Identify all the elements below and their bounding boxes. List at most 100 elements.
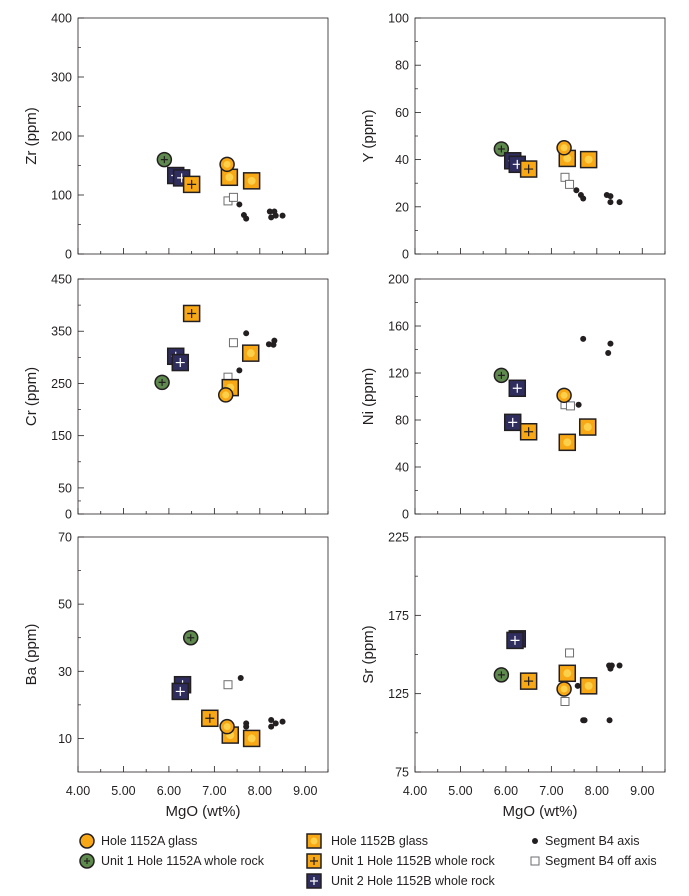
y-tick-label: 250 — [51, 377, 72, 391]
point-hole-1152b-glass-inner — [584, 681, 593, 690]
legend-item-unit2-1152b-whole-rock: Unit 2 Hole 1152B whole rock — [306, 873, 495, 889]
y-tick-label: 0 — [402, 508, 409, 522]
y-tick-label: 175 — [388, 609, 409, 623]
point-segment-b4-axis — [268, 716, 275, 723]
legend-label: Unit 1 Hole 1152A whole rock — [101, 854, 265, 868]
x-tick-label: 4.00 — [403, 784, 427, 798]
y-tick-label: 150 — [51, 429, 72, 443]
y-tick-label: 200 — [388, 273, 409, 287]
y-tick-label: 70 — [58, 531, 72, 545]
x-tick-label: 9.00 — [293, 784, 317, 798]
point-hole-1152b-glass-inner — [583, 423, 592, 432]
point-hole-1152a-glass-inner — [560, 685, 568, 693]
point-segment-b4-axis — [606, 717, 613, 724]
point-segment-b4-axis — [265, 341, 272, 348]
y-axis-label: Zr (ppm) — [23, 107, 40, 165]
x-tick-label: 7.00 — [202, 784, 226, 798]
x-tick-label: 4.00 — [66, 784, 90, 798]
point-segment-b4-axis — [573, 187, 580, 194]
chart-panel-ni: 0 40 80 120 160 200 Ni (ppm) — [360, 273, 666, 522]
y-tick-label: 80 — [395, 414, 409, 428]
point-segment-b4-axis — [574, 682, 581, 689]
point-segment-b4-off-axis — [560, 172, 570, 182]
legend-marker-hole-1152a-glass — [79, 833, 95, 849]
y-tick-label: 120 — [388, 367, 409, 381]
legend-marker-segment-b4-axis — [532, 838, 538, 844]
y-tick-label: 200 — [51, 130, 72, 144]
point-segment-b4-axis — [580, 335, 587, 342]
legend-label: Hole 1152A glass — [101, 834, 197, 848]
point-plus — [497, 671, 505, 679]
x-tick-label: 8.00 — [585, 784, 609, 798]
x-axis-label: MgO (wt%) — [503, 803, 578, 820]
point-segment-b4-axis — [237, 675, 244, 681]
y-tick-label: 30 — [58, 665, 72, 679]
point-segment-b4-axis — [268, 723, 275, 730]
legend-marker-inner — [310, 837, 318, 845]
y-tick-label: 40 — [395, 461, 409, 475]
point-plus — [158, 378, 166, 386]
x-tick-label: 9.00 — [630, 784, 654, 798]
y-tick-label: 400 — [51, 12, 72, 26]
point-segment-b4-off-axis — [223, 680, 233, 690]
point-hole-1152a-glass-inner — [223, 723, 231, 731]
y-tick-label: 450 — [51, 273, 72, 287]
y-axis-label: Cr (ppm) — [23, 367, 40, 426]
point-plus — [512, 383, 522, 393]
point-segment-b4-axis — [580, 195, 587, 202]
point-hole-1152b-glass-inner — [563, 438, 572, 447]
point-segment-b4-axis — [605, 350, 612, 357]
y-tick-label: 50 — [58, 481, 72, 495]
legend-label: Unit 2 Hole 1152B whole rock — [331, 874, 495, 888]
point-segment-b4-axis — [272, 720, 279, 727]
point-segment-b4-axis — [607, 665, 614, 672]
legend-item-unit1-1152a-whole-rock: Unit 1 Hole 1152A whole rock — [79, 853, 265, 869]
point-hole-1152a-glass-inner — [223, 160, 231, 168]
point-hole-1152b-glass-inner — [563, 154, 572, 163]
legend-item-hole-1152b-glass: Hole 1152B glass — [306, 833, 428, 849]
point-plus — [160, 156, 168, 164]
point-hole-1152a-glass-inner — [222, 391, 230, 399]
plot-frame — [414, 536, 666, 773]
point-plus — [497, 145, 505, 153]
point-segment-b4-axis — [236, 201, 243, 208]
point-segment-b4-axis — [279, 212, 286, 219]
y-tick-label: 100 — [388, 12, 409, 26]
point-hole-1152b-glass-inner — [246, 349, 255, 358]
chart-panel-zr: 0 100 200 300 400 Zr (ppm) — [23, 12, 329, 262]
legend-marker-plus — [310, 877, 318, 885]
plot-frame — [77, 278, 329, 515]
chart-panel-cr: 0 50 150 250 350 450 Cr (ppm) — [23, 273, 329, 522]
plot-frame — [77, 17, 329, 255]
y-tick-label: 0 — [65, 508, 72, 522]
y-tick-label: 100 — [51, 189, 72, 203]
point-plus — [187, 308, 197, 318]
point-hole-1152a-glass-inner — [560, 391, 568, 399]
legend: Hole 1152A glass Unit 1 Hole 1152A whole… — [79, 833, 657, 889]
y-tick-label: 80 — [395, 59, 409, 73]
plot-frame — [77, 536, 329, 773]
y-tick-label: 160 — [388, 320, 409, 334]
legend-marker-plus — [310, 857, 318, 865]
point-segment-b4-axis — [279, 718, 286, 725]
legend-label: Segment B4 axis — [545, 834, 640, 848]
point-plus — [175, 686, 185, 696]
point-segment-b4-axis — [575, 401, 582, 408]
point-plus — [187, 179, 197, 189]
chart-panel-y: 0 20 40 60 80 100 Y (ppm) — [360, 12, 666, 262]
x-tick-label: 6.00 — [157, 784, 181, 798]
point-plus — [508, 417, 518, 427]
chart-panel-sr: 75 125 175 225 4.00 5.00 6.00 7.00 8.00 9.00 Sr (p… — [360, 531, 666, 820]
point-plus — [187, 634, 195, 642]
legend-label: Segment B4 off axis — [545, 854, 657, 868]
point-segment-b4-axis — [607, 199, 614, 206]
x-axis-label: MgO (wt%) — [166, 803, 241, 820]
x-tick-label: 5.00 — [111, 784, 135, 798]
y-tick-label: 75 — [395, 766, 409, 780]
y-tick-label: 10 — [58, 732, 72, 746]
point-plus — [524, 676, 534, 686]
legend-marker-plus — [84, 858, 90, 864]
point-segment-b4-axis — [616, 199, 623, 206]
